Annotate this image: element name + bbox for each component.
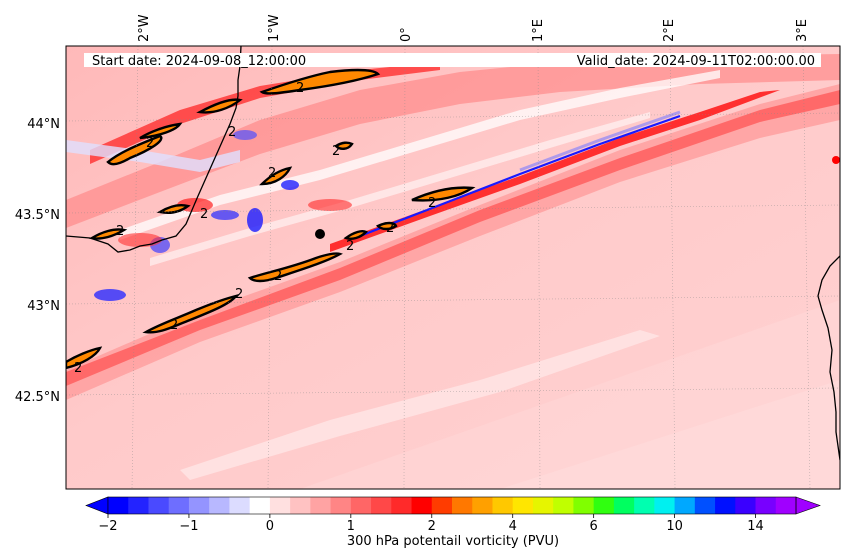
colorbar-swatch xyxy=(431,497,453,514)
svg-text:2: 2 xyxy=(146,136,154,151)
colorbar-swatch xyxy=(350,497,372,514)
svg-text:2: 2 xyxy=(296,81,304,96)
graticule xyxy=(66,46,840,489)
lon-tick-3e: 3°E xyxy=(795,19,810,42)
colorbar-swatch xyxy=(269,497,291,514)
lon-tick-2e: 2°E xyxy=(662,19,677,42)
colorbar-swatch xyxy=(715,497,736,514)
colorbar-tick-label: 10 xyxy=(666,519,683,534)
colorbar-tick-label: 2 xyxy=(428,519,436,534)
colorbar-swatch xyxy=(553,497,574,514)
colorbar-swatch xyxy=(775,497,797,514)
svg-text:2: 2 xyxy=(235,287,243,302)
lon-tick-1w: 1°W xyxy=(267,14,282,42)
colorbar-tick-label: 4 xyxy=(509,519,517,534)
svg-text:2: 2 xyxy=(170,318,178,333)
colorbar-swatch xyxy=(573,497,595,514)
pv-contour-labels: 2 2 2 2 2 2 2 2 2 2 2 2 2 2 xyxy=(74,81,436,376)
map-frame xyxy=(65,45,841,490)
lat-tick-43: 43°N xyxy=(27,299,60,314)
longitude-ticks: 2°W 1°W 0° 1°E 2°E 3°E xyxy=(137,14,810,42)
svg-text:2: 2 xyxy=(228,125,236,140)
colorbar-swatch xyxy=(613,497,635,514)
svg-text:2: 2 xyxy=(386,221,394,236)
colorbar-swatch xyxy=(674,497,696,514)
lat-tick-42-5: 42.5°N xyxy=(15,390,60,405)
coastline xyxy=(66,46,242,253)
colorbar-swatch xyxy=(391,497,413,514)
svg-text:2: 2 xyxy=(332,144,340,159)
lat-tick-43-5: 43.5°N xyxy=(15,208,60,223)
colorbar-swatch xyxy=(532,497,554,514)
colorbar-swatch xyxy=(472,497,493,514)
colorbar-swatch xyxy=(229,497,251,514)
colorbar-swatch xyxy=(209,497,230,514)
colorbar-tick-label: 6 xyxy=(590,519,598,534)
map-panel: 2 2 2 2 2 2 2 2 2 2 2 2 2 2 xyxy=(66,46,840,489)
colorbar-tick-label: −1 xyxy=(179,519,198,534)
colorbar-swatch xyxy=(755,497,777,514)
svg-text:2: 2 xyxy=(274,269,282,284)
colorbar-swatch xyxy=(593,497,615,514)
colorbar-swatch xyxy=(492,497,514,514)
colorbar-swatch xyxy=(128,497,149,514)
colorbar-swatch xyxy=(310,497,332,514)
colorbar-swatch xyxy=(168,497,190,514)
coastline-east xyxy=(817,255,840,461)
svg-text:2: 2 xyxy=(268,166,276,181)
lon-tick-1e: 1°E xyxy=(531,19,546,42)
pv-2-contours xyxy=(66,68,476,370)
colorbar-swatch xyxy=(148,497,170,514)
svg-text:2: 2 xyxy=(116,224,124,239)
lat-tick-44: 44°N xyxy=(27,117,60,132)
colorbar-extend-max xyxy=(795,496,821,515)
colorbar-swatch xyxy=(330,497,352,514)
colorbar-swatch xyxy=(452,497,473,514)
colorbar-frame xyxy=(107,496,797,515)
lon-tick-0: 0° xyxy=(399,27,414,42)
svg-text:2: 2 xyxy=(200,207,208,222)
colorbar-swatch xyxy=(249,497,271,514)
colorbar-swatch xyxy=(694,497,716,514)
colorbar-tick-label: −2 xyxy=(98,519,117,534)
colorbar xyxy=(85,496,821,515)
colorbar-tick-label: 0 xyxy=(266,519,274,534)
colorbar-swatch xyxy=(108,497,129,514)
location-dot-icon xyxy=(315,229,325,239)
header-strip xyxy=(84,53,821,67)
colorbar-tick-label: 1 xyxy=(347,519,355,534)
latitude-ticks: 44°N 43.5°N 43°N 42.5°N xyxy=(15,117,60,405)
colorbar-ticks: −2 −1 0 1 2 4 6 10 14 xyxy=(98,514,764,534)
colorbar-swatch xyxy=(290,497,311,514)
colorbar-swatch xyxy=(188,497,210,514)
colorbar-swatch xyxy=(634,497,655,514)
colorbar-tick-label: 14 xyxy=(747,519,764,534)
valid-date-label: Valid_date: 2024-09-11T02:00:00.00 xyxy=(577,54,815,69)
colorbar-extend-min xyxy=(85,496,109,515)
colorbar-swatch xyxy=(654,497,676,514)
colorbar-swatch xyxy=(411,497,433,514)
colorbar-swatch xyxy=(735,497,757,514)
svg-text:2: 2 xyxy=(428,196,436,211)
svg-text:2: 2 xyxy=(346,239,354,254)
colorbar-swatch xyxy=(371,497,392,514)
colorbar-swatch xyxy=(512,497,534,514)
lon-tick-2w: 2°W xyxy=(137,14,152,42)
colorbar-label: 300 hPa potentail vorticity (PVU) xyxy=(347,534,559,549)
svg-text:2: 2 xyxy=(74,361,82,376)
start-date-label: Start date: 2024-09-08_12:00:00 xyxy=(92,54,306,69)
